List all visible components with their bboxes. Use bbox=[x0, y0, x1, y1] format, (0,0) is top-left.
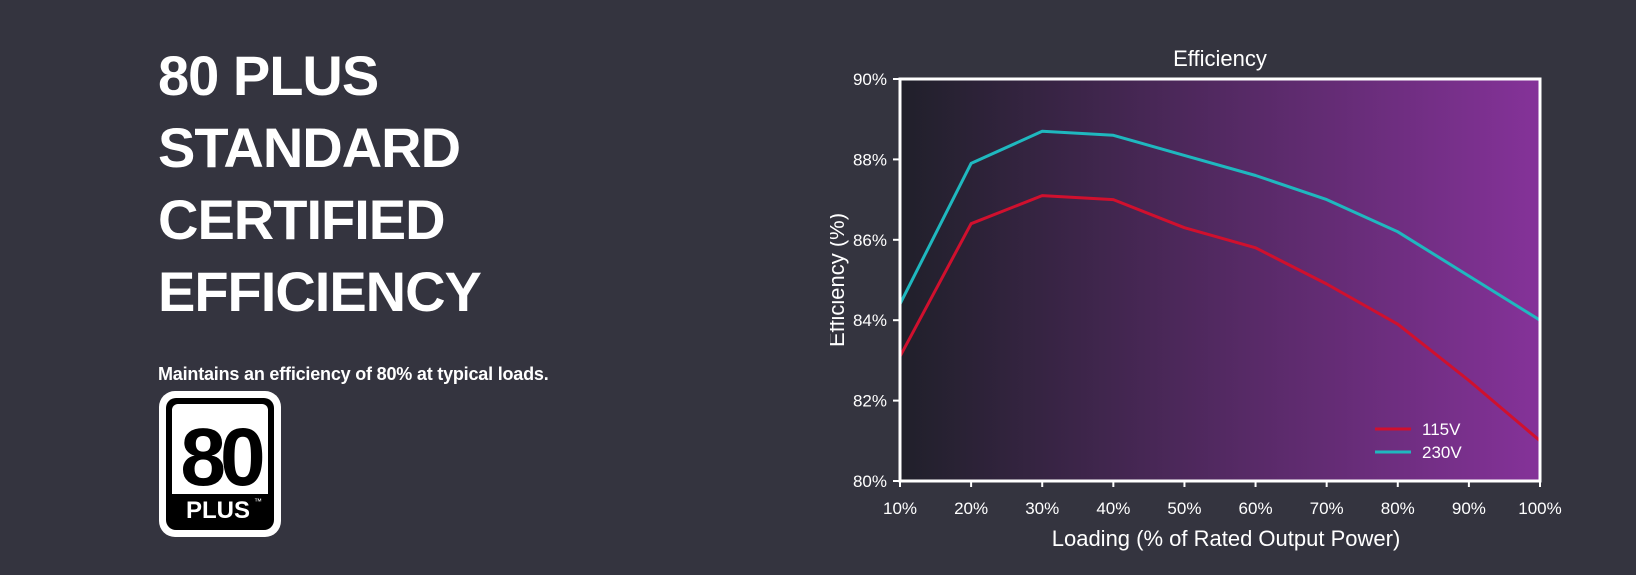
x-tick-label: 70% bbox=[1310, 499, 1344, 518]
efficiency-chart: 10% 20% 30% 40% 50% 60% 70% 80% 90% 100% 80% 82% 84%… bbox=[830, 46, 1562, 551]
y-tick-label: 90% bbox=[853, 70, 887, 89]
logo-trademark: ™ bbox=[254, 497, 262, 506]
logo-word: PLUS bbox=[186, 497, 250, 524]
y-tick-label: 86% bbox=[853, 231, 887, 250]
logo-number: 80 bbox=[180, 412, 263, 503]
x-tick-label: 30% bbox=[1025, 499, 1059, 518]
x-tick-label: 80% bbox=[1381, 499, 1415, 518]
legend-label: 115V bbox=[1422, 420, 1461, 439]
y-tick-label: 84% bbox=[853, 311, 887, 330]
series-line-230v bbox=[898, 129, 1542, 322]
series-line-115v bbox=[898, 194, 1542, 443]
x-axis-label: Loading (% of Rated Output Power) bbox=[1052, 526, 1401, 551]
chart-legend: 115V 230V bbox=[1375, 420, 1462, 462]
y-axis-label: Efficiency (%) bbox=[830, 213, 849, 347]
x-tick-label: 40% bbox=[1096, 499, 1130, 518]
heading-line: CERTIFIED bbox=[158, 188, 446, 251]
heading-line: EFFICIENCY bbox=[158, 260, 482, 323]
x-tick-label: 100% bbox=[1518, 499, 1561, 518]
y-tick-label: 88% bbox=[853, 150, 887, 169]
y-tick-label: 82% bbox=[853, 392, 887, 411]
chart-title: Efficiency bbox=[1173, 46, 1267, 71]
x-tick-label: 90% bbox=[1452, 499, 1486, 518]
heading-line: STANDARD bbox=[158, 116, 461, 179]
x-tick-label: 60% bbox=[1239, 499, 1273, 518]
80-plus-logo-icon: 80 PLUS ™ bbox=[158, 390, 282, 538]
legend-label: 230V bbox=[1422, 443, 1462, 462]
x-tick-label: 20% bbox=[954, 499, 988, 518]
x-tick-label: 10% bbox=[883, 499, 917, 518]
page-heading: 80 PLUS STANDARD CERTIFIED EFFICIENCY bbox=[158, 40, 482, 328]
description-text: Maintains an efficiency of 80% at typica… bbox=[158, 364, 549, 384]
y-tick-label: 80% bbox=[853, 472, 887, 491]
plot-frame bbox=[898, 77, 1542, 483]
heading-line: 80 PLUS bbox=[158, 44, 379, 107]
x-tick-label: 50% bbox=[1167, 499, 1201, 518]
